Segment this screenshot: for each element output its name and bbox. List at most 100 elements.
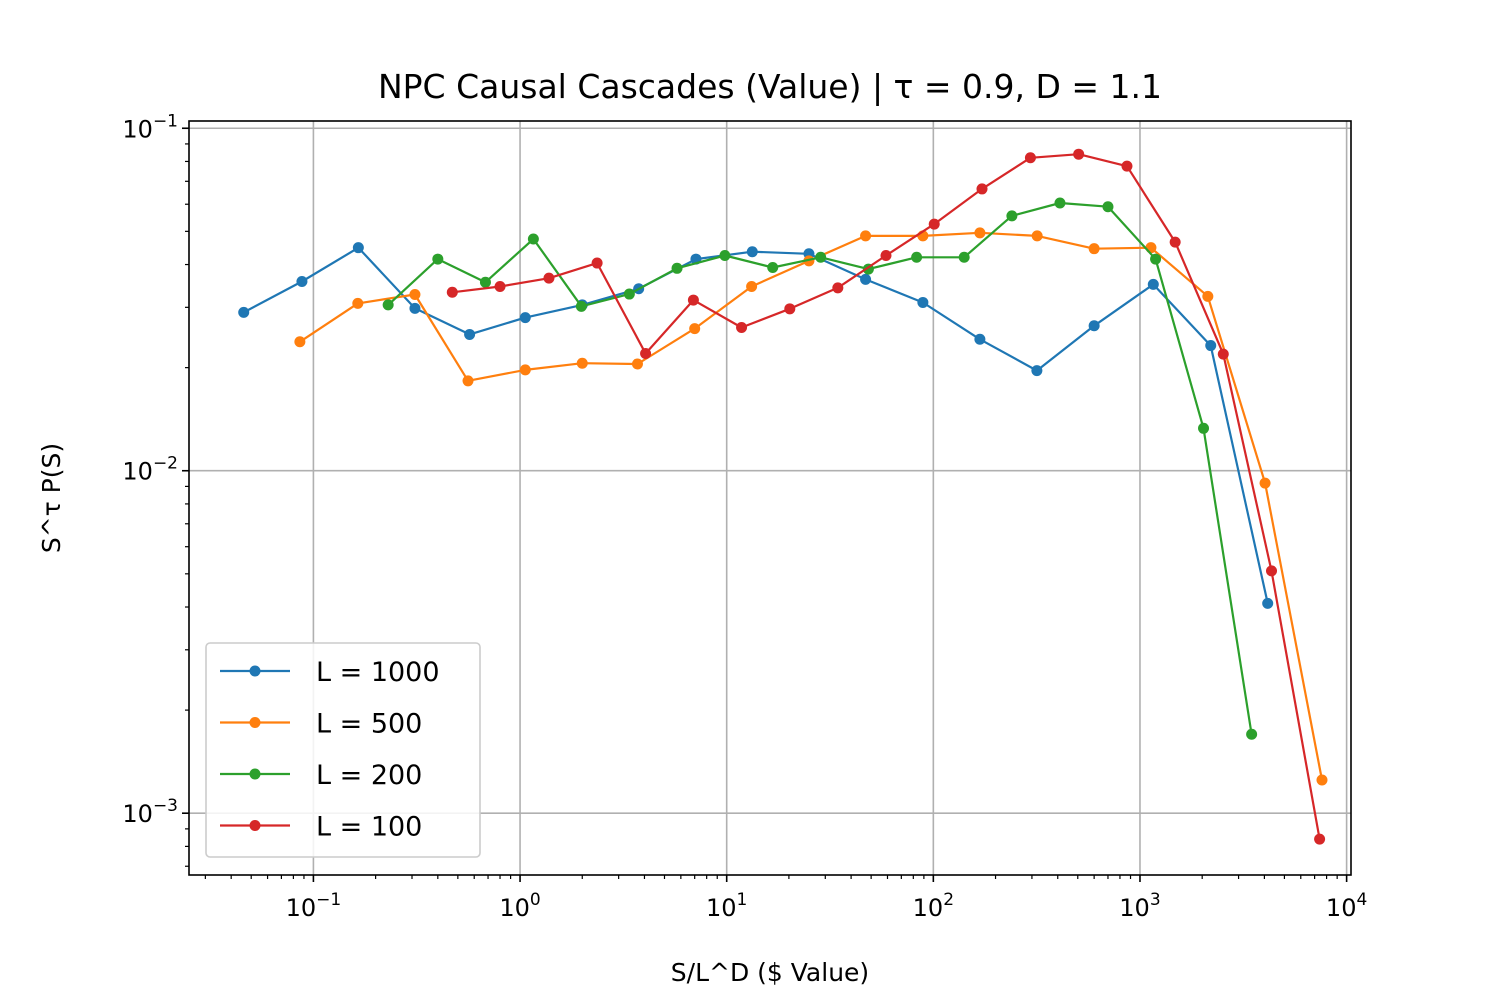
data-point [911, 251, 923, 263]
data-point [631, 358, 643, 370]
data-point [1202, 290, 1214, 302]
data-point [409, 302, 421, 314]
x-tick-label: 100 [499, 890, 540, 922]
legend-marker [249, 665, 261, 677]
chart-title: NPC Causal Cascades (Value) | τ = 0.9, D… [378, 67, 1162, 106]
data-point [464, 328, 476, 340]
x-tick-label: 101 [706, 890, 747, 922]
data-point [409, 289, 421, 301]
data-point [1150, 253, 1162, 265]
series-1 [238, 242, 1274, 609]
data-point [382, 299, 394, 311]
legend-item: L = 500 [220, 709, 422, 740]
data-point [1169, 236, 1181, 248]
data-point [958, 251, 970, 263]
y-axis-label: S^τ P(S) [37, 443, 66, 553]
y-tick-label: 10−2 [122, 454, 178, 486]
data-point [1024, 152, 1036, 164]
x-tick-label: 10−1 [286, 890, 342, 922]
data-point [1031, 230, 1043, 242]
data-point [296, 275, 308, 287]
x-axis-label: S/L^D ($ Value) [671, 958, 869, 987]
legend: L = 1000 L = 500 L = 200 L = 100 [205, 642, 481, 858]
data-point [1205, 340, 1217, 352]
legend-item: L = 200 [220, 760, 422, 791]
x-tick-label: 102 [913, 890, 954, 922]
data-point [687, 294, 699, 306]
legend-label: L = 500 [316, 709, 422, 740]
data-point [543, 272, 555, 284]
data-point [640, 347, 652, 359]
data-point [352, 297, 364, 309]
data-point [479, 276, 491, 288]
data-point [494, 281, 506, 293]
data-point [576, 357, 588, 369]
legend-marker [249, 820, 261, 831]
data-point [974, 333, 986, 345]
data-point [746, 246, 758, 258]
data-point [462, 375, 474, 387]
data-point [1145, 242, 1157, 254]
y-tick-label: 10−1 [122, 111, 178, 143]
legend-marker [249, 768, 261, 780]
data-point [689, 323, 701, 335]
data-point [623, 288, 635, 300]
data-point [432, 253, 444, 265]
data-point [1246, 728, 1258, 740]
legend-marker [249, 717, 261, 728]
data-point [1147, 278, 1159, 290]
data-point [976, 183, 988, 195]
data-point [1198, 422, 1210, 434]
x-tick-label: 104 [1326, 890, 1367, 922]
data-point [860, 273, 872, 285]
data-point [1217, 348, 1229, 360]
data-point [736, 321, 748, 333]
data-point [519, 364, 531, 376]
y-tick-labels: 10−3 10−2 10−1 [122, 111, 178, 828]
x-tick-labels: 10−1 100 101 102 103 104 [286, 890, 1368, 922]
data-point [575, 300, 587, 312]
plot-frame [188, 120, 1352, 876]
data-point [1316, 774, 1328, 786]
data-point [1088, 320, 1100, 332]
data-point [767, 262, 779, 274]
series-lines [238, 148, 1328, 845]
data-point [928, 218, 940, 230]
data-point [527, 233, 539, 245]
data-point [352, 242, 364, 254]
data-point [446, 286, 458, 298]
data-point [1073, 148, 1085, 160]
data-point [1102, 201, 1114, 213]
legend-label: L = 100 [316, 812, 422, 843]
data-point [1088, 243, 1100, 255]
data-point [1259, 477, 1271, 489]
legend-label: L = 1000 [316, 657, 440, 688]
data-point [917, 296, 929, 308]
legend-box [205, 642, 481, 858]
data-point [294, 336, 306, 348]
x-tick-label: 103 [1119, 890, 1160, 922]
data-point [746, 281, 758, 293]
data-point [1054, 197, 1066, 209]
data-point [591, 257, 603, 269]
data-point [880, 250, 892, 262]
data-point [832, 282, 844, 294]
data-point [860, 230, 872, 242]
y-tick-label: 10−3 [122, 796, 178, 828]
data-point [974, 227, 986, 239]
legend-item: L = 100 [220, 812, 422, 843]
data-point [671, 262, 683, 274]
data-point [1266, 565, 1278, 577]
data-point [1314, 833, 1326, 845]
data-point [519, 312, 531, 324]
data-point [719, 250, 731, 262]
data-point [784, 303, 796, 315]
data-point [1262, 597, 1274, 609]
data-point [238, 306, 250, 318]
legend-item: L = 1000 [220, 657, 440, 688]
data-point [1031, 365, 1043, 377]
grid [189, 121, 1351, 875]
data-point [1006, 210, 1018, 222]
